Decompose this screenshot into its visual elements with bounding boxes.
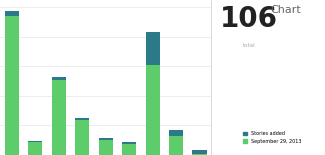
Bar — [146, 65, 160, 155]
Bar — [98, 140, 113, 155]
Text: Chart: Chart — [270, 5, 301, 15]
Text: total: total — [243, 43, 256, 48]
Bar — [146, 33, 160, 65]
Bar — [169, 130, 183, 136]
Bar — [169, 136, 183, 155]
Bar — [98, 138, 113, 140]
Bar — [28, 142, 42, 155]
Bar — [122, 142, 136, 144]
Bar — [52, 80, 66, 155]
Bar — [192, 154, 207, 155]
Bar — [75, 120, 89, 155]
Legend: Stories added, September 29, 2013: Stories added, September 29, 2013 — [242, 131, 302, 145]
Bar — [122, 144, 136, 155]
Bar — [5, 11, 19, 16]
Bar — [5, 16, 19, 155]
Bar — [28, 141, 42, 142]
Text: 106: 106 — [220, 5, 278, 33]
Bar — [192, 150, 207, 154]
Bar — [75, 118, 89, 120]
Bar — [52, 77, 66, 80]
